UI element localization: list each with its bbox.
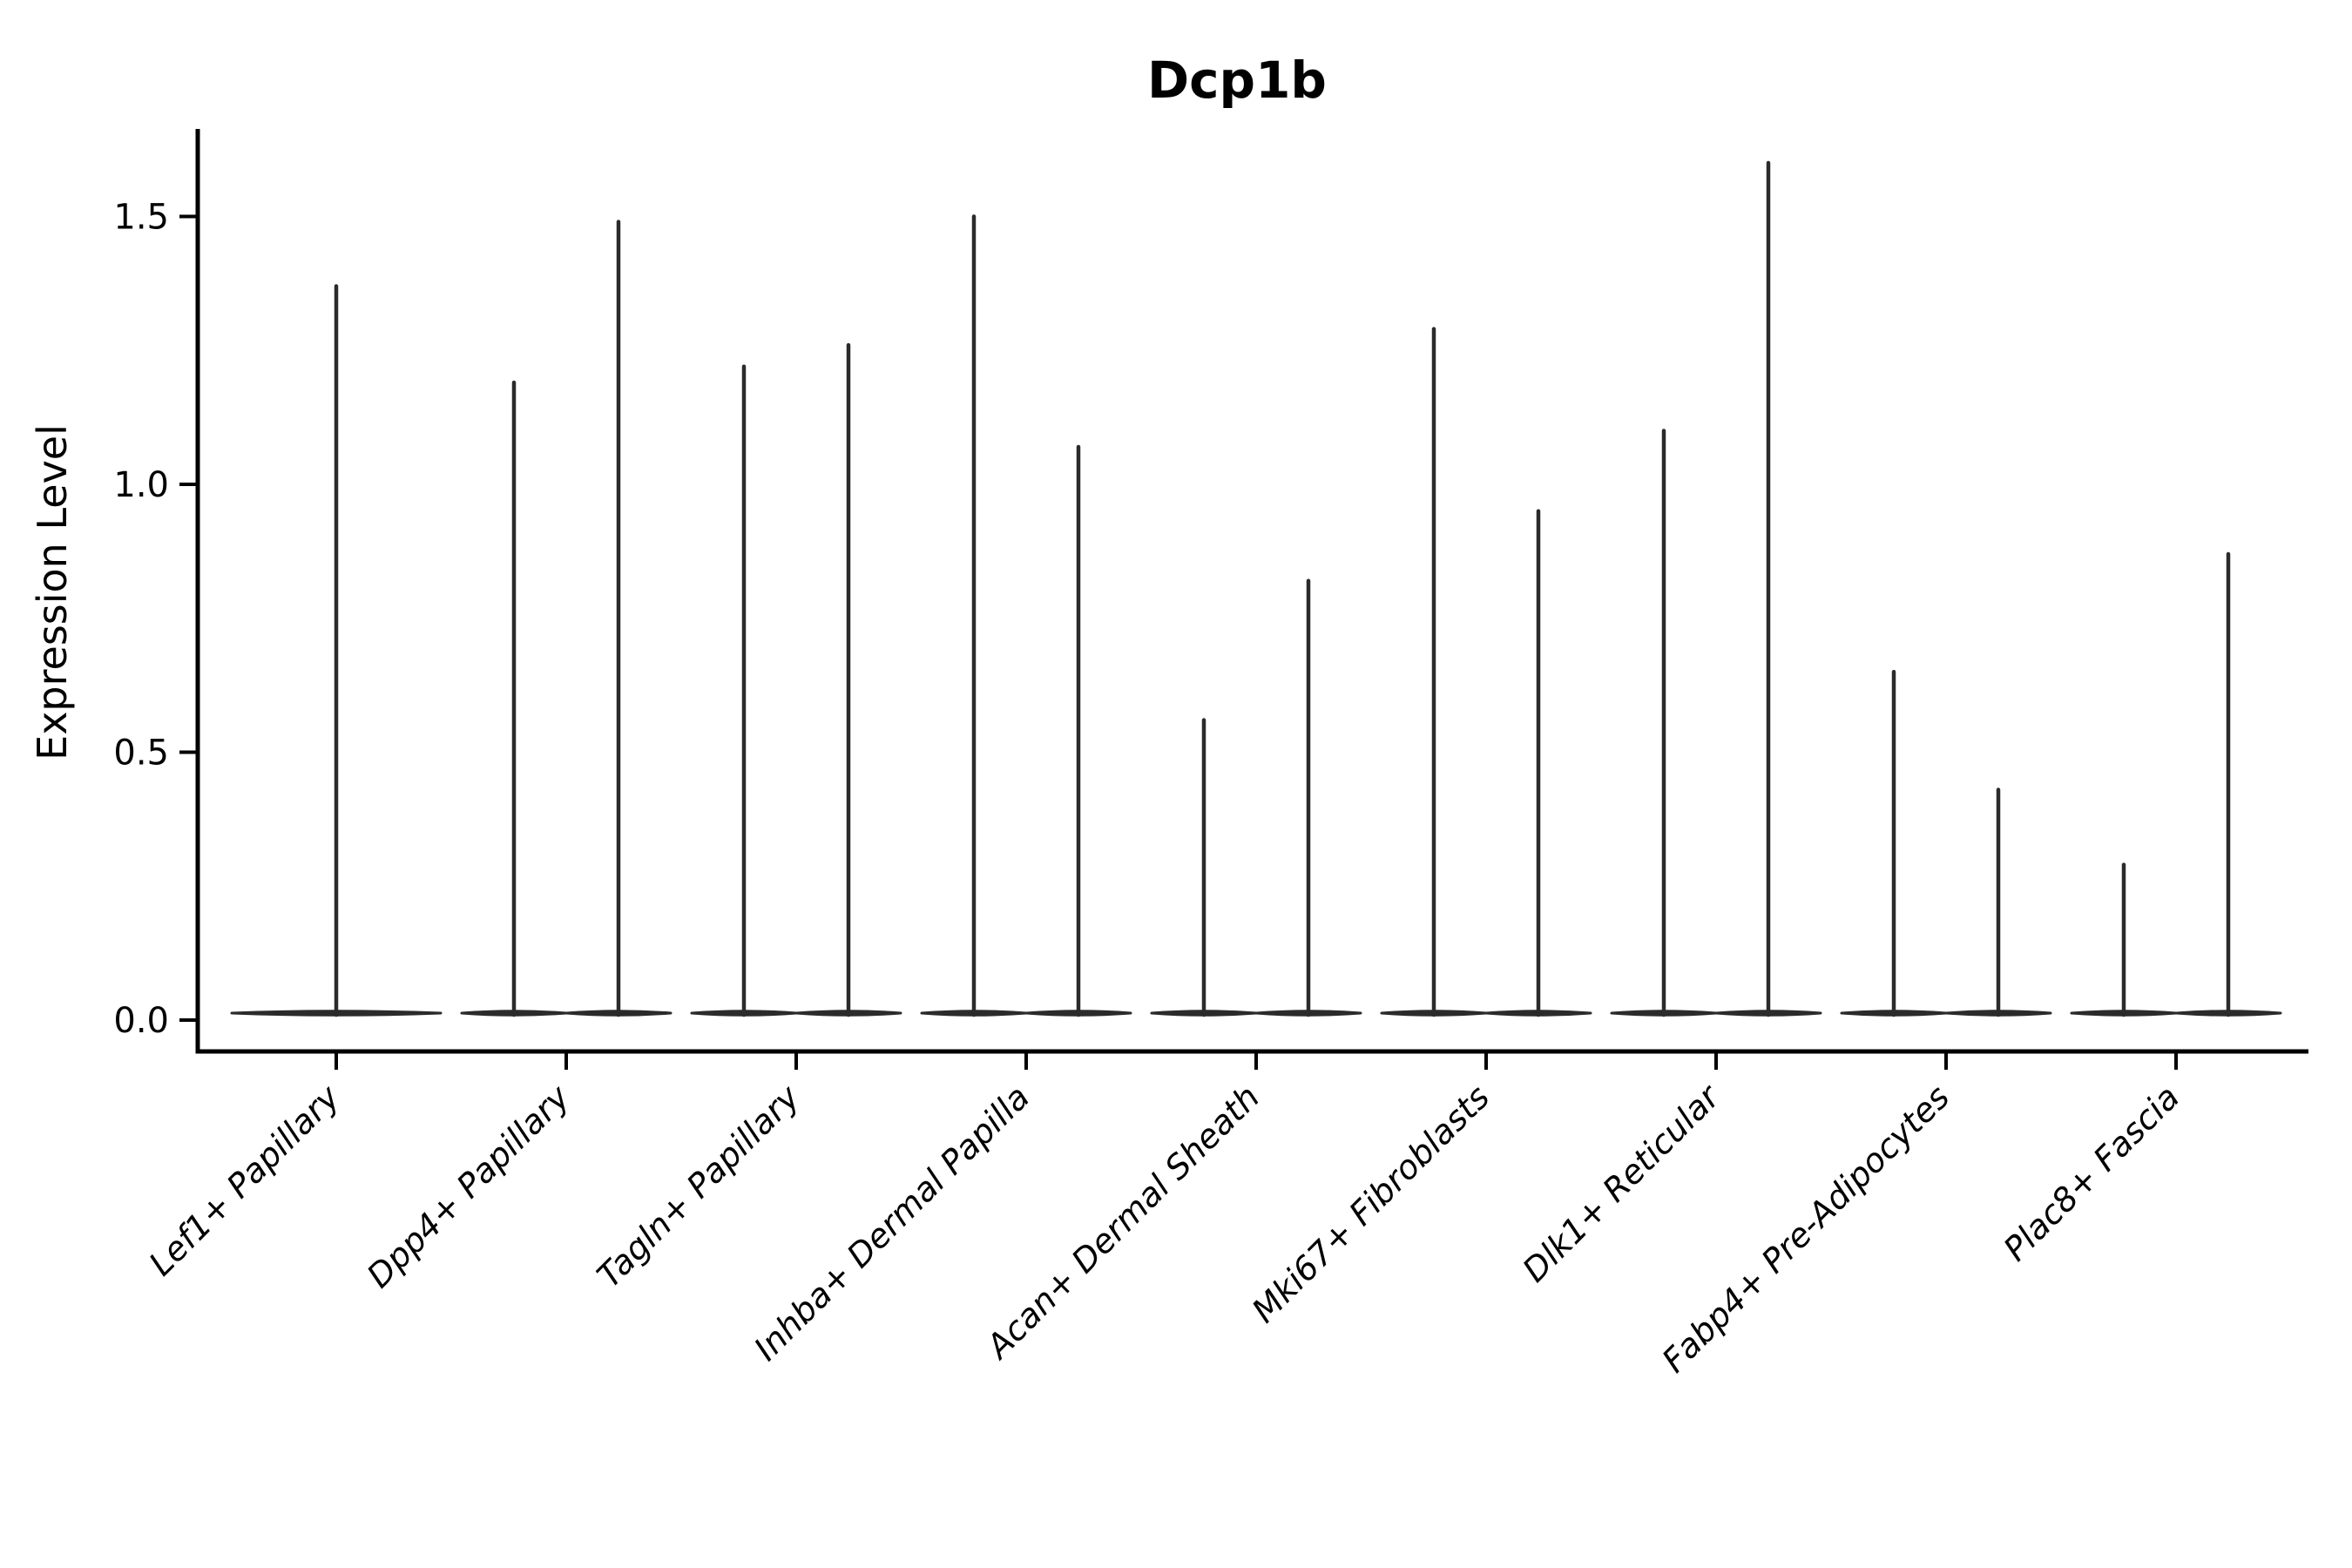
plot-title: Dcp1b xyxy=(1147,51,1327,110)
violin-group xyxy=(690,342,902,1017)
category-label: Dlk1+ Reticular xyxy=(1515,1077,1728,1290)
violin-group xyxy=(1610,160,1822,1017)
x-axis-labels: Lef1+ Papillary Dpp4+ Papillary Tagln+ Pap… xyxy=(142,1077,2187,1381)
y-tick-label: 1.5 xyxy=(113,198,169,238)
y-tick-label: 1.0 xyxy=(113,465,169,505)
category-label: Acan+ Dermal Sheath xyxy=(977,1078,1267,1368)
category-label: Mki67+ Fibroblasts xyxy=(1245,1078,1497,1330)
violin-group xyxy=(1840,670,2052,1017)
category-label: Dpp4+ Papillary xyxy=(360,1078,578,1295)
violin-group xyxy=(2070,551,2282,1017)
y-tick-label: 0.5 xyxy=(113,733,169,774)
violin-group xyxy=(920,214,1132,1017)
violin-group xyxy=(460,220,672,1017)
category-label: Plac8+ Fascia xyxy=(1997,1078,2187,1268)
violin-series xyxy=(230,160,2282,1017)
y-axis-title: Expression Level xyxy=(29,424,76,760)
axes: 0.0 0.5 1.0 1.5 xyxy=(113,129,2308,1070)
violin-group xyxy=(230,284,443,1017)
violin-group xyxy=(1150,578,1362,1017)
category-label: Tagln+ Papillary xyxy=(590,1078,808,1295)
violin-group xyxy=(1380,327,1592,1017)
y-tick-label: 0.0 xyxy=(113,1001,169,1041)
category-label: Lef1+ Papillary xyxy=(142,1078,348,1283)
